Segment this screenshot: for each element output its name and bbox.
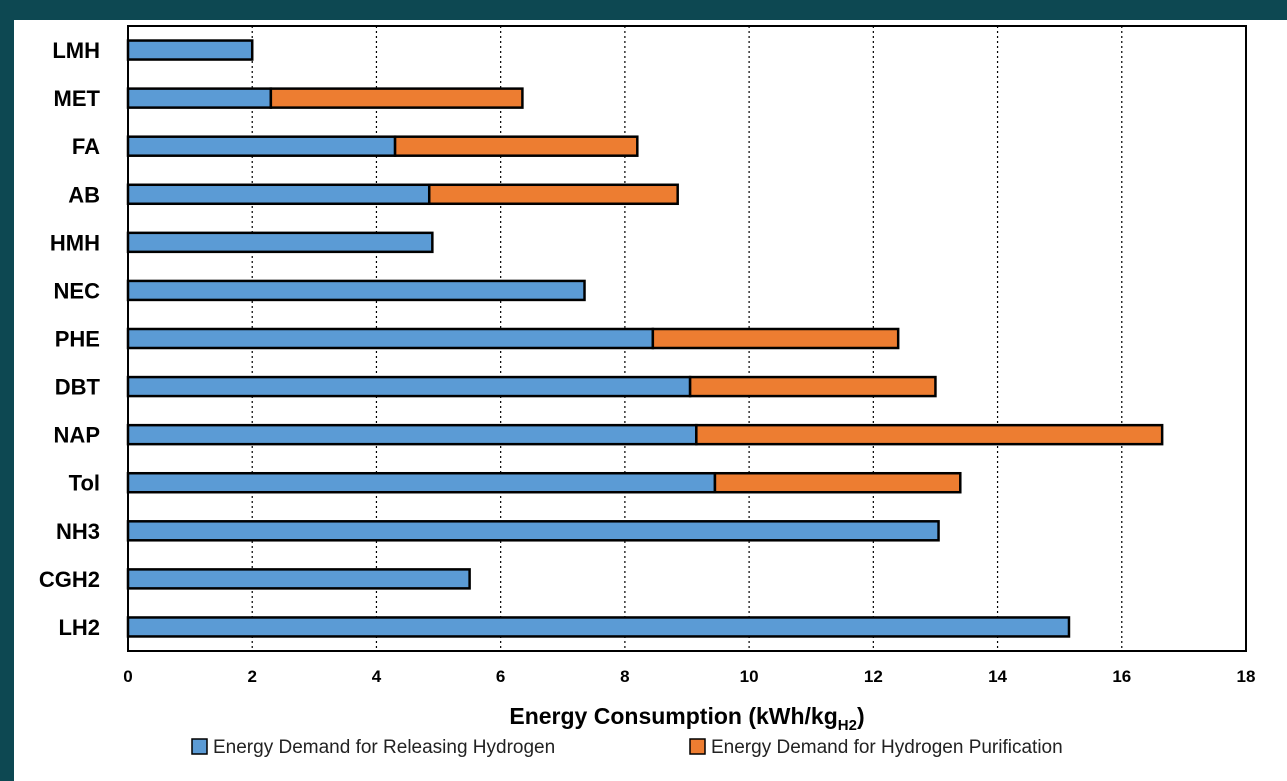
- x-tick-label-8: 8: [620, 667, 629, 686]
- x-tick-label-0: 0: [123, 667, 132, 686]
- bar-tol-series-1: [126, 471, 717, 494]
- x-tick-labels: 0 2 4 6 8 10 12 14 16 18: [123, 667, 1255, 686]
- x-tick-label-2: 2: [247, 667, 256, 686]
- x-tick-label-6: 6: [496, 667, 505, 686]
- bars: [126, 39, 1164, 638]
- bar-dbt-series-1: [126, 375, 692, 398]
- category-label-phe: PHE: [55, 327, 100, 352]
- bar-nap-series-1: [126, 423, 698, 446]
- category-label-cgh2: CGH2: [39, 567, 100, 592]
- bar-phe-series-1: [126, 327, 655, 350]
- legend: Energy Demand for Releasing Hydrogen Ener…: [191, 737, 1063, 758]
- category-label-met: MET: [54, 86, 101, 111]
- category-label-fa: FA: [72, 134, 100, 159]
- category-label-tol: Tol: [69, 471, 100, 496]
- x-axis-title-subscript: H2: [838, 717, 857, 734]
- bar-chart: LMH MET FA AB HMH NEC PHE DBT NAP Tol NH3 CGH2 LH2 0…: [39, 25, 1255, 758]
- legend-swatch-2: [689, 738, 706, 755]
- bar-fa-series-1: [126, 135, 397, 157]
- bar-phe-series-2: [651, 327, 900, 350]
- plot-area-frame: [127, 25, 1247, 652]
- bar-lmh-series-1: [126, 39, 254, 61]
- x-tick-label-12: 12: [864, 667, 883, 686]
- x-tick-label-14: 14: [988, 667, 1007, 686]
- category-label-dbt: DBT: [55, 375, 101, 400]
- bar-dbt-series-2: [688, 375, 937, 398]
- legend-swatch-1: [191, 738, 208, 755]
- bar-tol-series-2: [713, 471, 962, 494]
- bar-ab-series-1: [126, 183, 431, 206]
- category-label-ab: AB: [68, 182, 100, 207]
- x-tick-label-10: 10: [740, 667, 759, 686]
- bar-nec-series-1: [126, 279, 586, 302]
- bar-met-series-2: [269, 87, 524, 109]
- x-axis-title-close: ): [857, 703, 865, 729]
- bar-hmh-series-1: [126, 231, 434, 254]
- chart-panel: LMH MET FA AB HMH NEC PHE DBT NAP Tol NH3 CGH2 LH2 0…: [14, 20, 1287, 781]
- category-label-hmh: HMH: [50, 230, 100, 255]
- category-label-lmh: LMH: [52, 38, 100, 63]
- x-tick-label-16: 16: [1112, 667, 1131, 686]
- x-axis-title-main: Energy Consumption (kWh/kg: [509, 703, 837, 729]
- x-tick-label-18: 18: [1237, 667, 1256, 686]
- category-label-nec: NEC: [54, 278, 101, 303]
- bar-nap-series-2: [695, 423, 1164, 446]
- bar-ab-series-2: [427, 183, 679, 206]
- x-tick-label-4: 4: [372, 667, 382, 686]
- legend-label-2: Energy Demand for Hydrogen Purification: [711, 737, 1063, 758]
- bar-lh2-series-1: [126, 616, 1071, 638]
- category-labels: LMH MET FA AB HMH NEC PHE DBT NAP Tol NH3 CGH2 LH2: [39, 38, 101, 640]
- bar-fa-series-2: [393, 135, 639, 157]
- legend-label-1: Energy Demand for Releasing Hydrogen: [213, 737, 555, 758]
- x-axis-title: Energy Consumption (kWh/kgH2): [509, 703, 864, 734]
- bar-met-series-1: [126, 87, 273, 109]
- category-label-nh3: NH3: [56, 519, 100, 544]
- bar-nh3-series-1: [126, 520, 940, 542]
- bar-cgh2-series-1: [126, 568, 471, 590]
- grid-lines: [251, 26, 1123, 651]
- category-label-lh2: LH2: [58, 615, 100, 640]
- category-label-nap: NAP: [54, 423, 100, 448]
